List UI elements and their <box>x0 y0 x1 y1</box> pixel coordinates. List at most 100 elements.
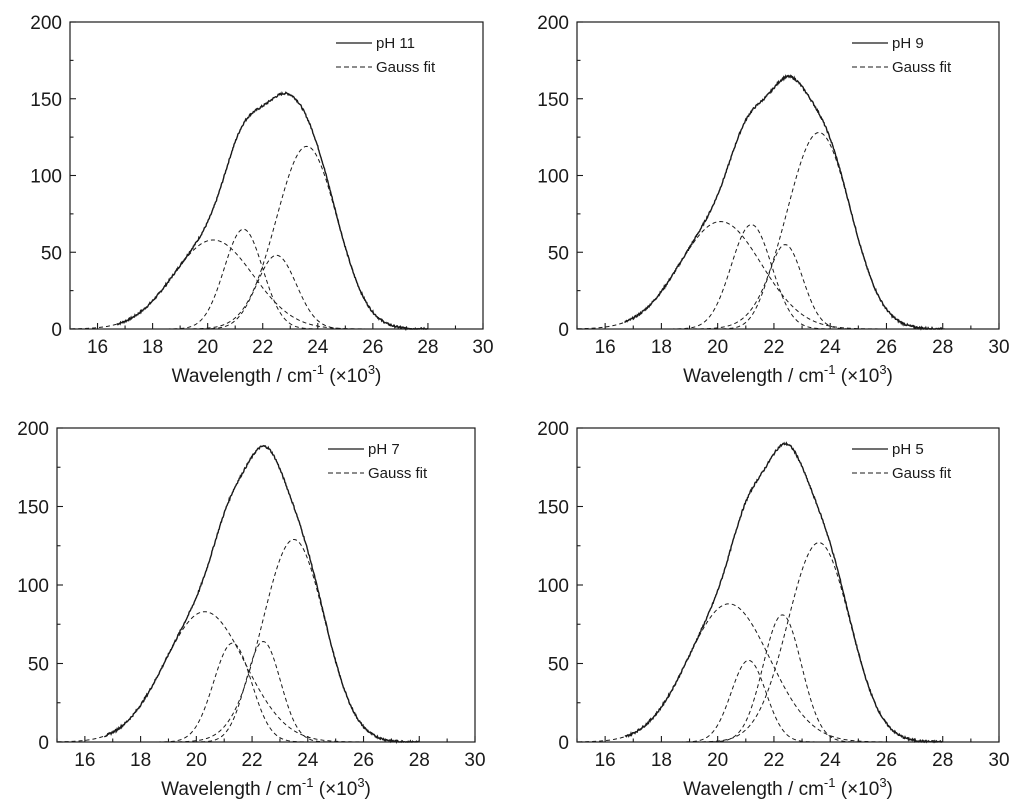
measured-spectrum-line <box>103 444 420 744</box>
y-tick-label: 0 <box>558 320 569 341</box>
y-tick-label: 50 <box>41 243 62 264</box>
x-tick-label: 16 <box>87 337 108 358</box>
x-axis-label: Wavelength / cm-1 (×103) <box>172 362 382 387</box>
x-tick-label: 30 <box>472 337 493 358</box>
gauss-fit-component-4 <box>692 132 945 330</box>
measured-spectrum-line <box>624 441 944 744</box>
x-axis-label-superscript: -1 <box>302 775 314 790</box>
x-tick-label: 28 <box>932 337 953 358</box>
x-tick-label: 30 <box>988 337 1009 358</box>
x-axis-label-text: (×10 <box>835 779 879 800</box>
measured-spectrum-line <box>116 91 428 331</box>
gauss-fit-component-1 <box>71 239 373 330</box>
gauss-fit-component-2 <box>166 228 321 330</box>
x-axis-label-text: ) <box>375 366 381 387</box>
gauss-fit-component-3 <box>197 254 356 330</box>
legend-label-measured: pH 9 <box>892 35 924 52</box>
y-tick-label: 50 <box>28 655 49 676</box>
x-tick-label: 26 <box>353 750 374 771</box>
y-tick-label: 150 <box>537 90 569 111</box>
x-axis-label-text: (×10 <box>324 366 368 387</box>
gauss-fit-component-4 <box>171 538 417 743</box>
gauss-fit-component-4 <box>185 145 428 330</box>
y-tick-label: 100 <box>537 576 569 597</box>
y-tick-label: 100 <box>17 576 49 597</box>
x-tick-label: 24 <box>820 337 842 358</box>
x-tick-label: 18 <box>130 750 151 771</box>
y-tick-label: 0 <box>558 733 569 754</box>
gauss-fit-component-2 <box>678 659 819 743</box>
x-axis-label-text: (×10 <box>835 366 879 387</box>
legend-label-measured: pH 11 <box>376 35 415 52</box>
x-axis-label-text: (×10 <box>313 779 357 800</box>
x-tick-label: 30 <box>988 750 1009 771</box>
x-axis-label-text: ) <box>887 366 893 387</box>
x-tick-label: 20 <box>707 337 728 358</box>
x-tick-label: 28 <box>417 337 438 358</box>
y-tick-label: 200 <box>537 13 569 34</box>
x-tick-label: 18 <box>651 750 672 771</box>
legend-label-fit: Gauss fit <box>368 465 428 482</box>
gauss-fit-component-3 <box>705 614 859 743</box>
x-tick-label: 28 <box>932 750 953 771</box>
x-tick-label: 22 <box>763 750 784 771</box>
x-tick-label: 18 <box>651 337 672 358</box>
gauss-fit-component-1 <box>577 221 884 330</box>
x-tick-label: 18 <box>142 337 163 358</box>
chart-panel-1: 16 18 20 22 24 26 28 30 0 50 100 150 200 Wavelength /… <box>30 13 493 387</box>
gauss-fit-component-2 <box>156 642 309 743</box>
x-axis-label: Wavelength / cm-1 (×103) <box>683 362 893 387</box>
x-tick-label: 26 <box>876 337 897 358</box>
measured-spectrum-line <box>624 74 944 331</box>
x-tick-label: 20 <box>197 337 218 358</box>
y-tick-label: 200 <box>30 13 62 34</box>
chart-panel-2: 16 18 20 22 24 26 28 30 0 50 100 150 200 Wavelength /… <box>537 13 1009 387</box>
x-tick-label: 30 <box>464 750 485 771</box>
y-tick-label: 100 <box>537 167 569 188</box>
y-tick-label: 150 <box>17 498 49 519</box>
gauss-fit-component-3 <box>194 641 333 743</box>
x-axis-label-superscript: 3 <box>879 775 886 790</box>
x-tick-label: 22 <box>241 750 262 771</box>
x-axis-label-text: ) <box>887 779 893 800</box>
x-axis-label-text: ) <box>365 779 371 800</box>
gauss-fit-component-4 <box>695 542 943 743</box>
x-axis-label: Wavelength / cm-1 (×103) <box>683 775 893 800</box>
chart-panel-3: 16 18 20 22 24 26 28 30 0 50 100 150 200 Wavelength /… <box>17 419 485 800</box>
y-tick-label: 0 <box>51 320 62 341</box>
x-tick-label: 24 <box>307 337 329 358</box>
x-tick-label: 20 <box>707 750 728 771</box>
y-tick-label: 150 <box>537 498 569 519</box>
y-tick-label: 50 <box>548 243 569 264</box>
x-tick-label: 26 <box>876 750 897 771</box>
y-tick-label: 100 <box>30 167 62 188</box>
y-tick-label: 200 <box>537 419 569 440</box>
x-axis-label-superscript: -1 <box>824 775 836 790</box>
x-tick-label: 22 <box>252 337 273 358</box>
legend-label-measured: pH 7 <box>368 441 400 458</box>
x-tick-label: 24 <box>297 750 319 771</box>
x-axis-label-superscript: 3 <box>357 775 364 790</box>
x-tick-label: 16 <box>74 750 95 771</box>
chart-panel-4: 16 18 20 22 24 26 28 30 0 50 100 150 200 Wavelength /… <box>537 419 1009 800</box>
x-axis-label-superscript: 3 <box>368 362 375 377</box>
x-axis-label-text: Wavelength / cm <box>172 366 313 387</box>
x-tick-label: 22 <box>763 337 784 358</box>
x-axis-label-text: Wavelength / cm <box>683 366 824 387</box>
gauss-fit-component-3 <box>715 244 855 330</box>
x-axis-label: Wavelength / cm-1 (×103) <box>161 775 371 800</box>
legend-label-fit: Gauss fit <box>376 59 436 76</box>
x-tick-label: 24 <box>820 750 842 771</box>
x-axis-label-text: Wavelength / cm <box>683 779 824 800</box>
legend-label-fit: Gauss fit <box>892 465 952 482</box>
gauss-fit-component-1 <box>578 603 893 743</box>
x-tick-label: 16 <box>595 750 616 771</box>
y-tick-label: 200 <box>17 419 49 440</box>
legend-label-measured: pH 5 <box>892 441 924 458</box>
gauss-fit-component-1 <box>57 611 367 743</box>
y-tick-label: 150 <box>30 90 62 111</box>
x-axis-label-superscript: -1 <box>824 362 836 377</box>
x-tick-label: 26 <box>362 337 383 358</box>
x-axis-label-superscript: -1 <box>312 362 324 377</box>
